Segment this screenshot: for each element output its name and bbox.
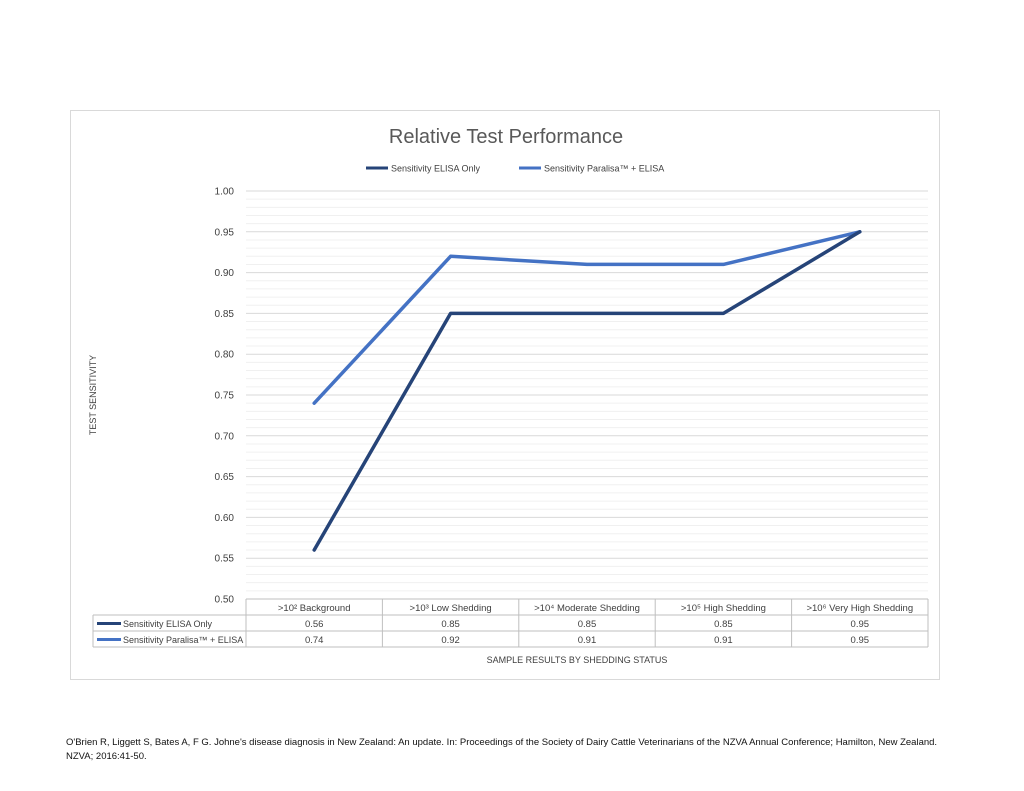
y-tick-label: 0.55 — [215, 554, 235, 565]
y-tick-label: 0.70 — [215, 431, 235, 442]
x-category-label: >10⁴ Moderate Shedding — [534, 603, 640, 614]
x-category-label: >10⁵ High Shedding — [681, 603, 766, 614]
y-tick-label: 0.75 — [215, 391, 235, 402]
table-series-label: Sensitivity Paralisa™ + ELISA — [123, 635, 243, 645]
y-tick-label: 0.95 — [215, 227, 235, 238]
y-tick-label: 0.90 — [215, 268, 235, 279]
x-category-label: >10² Background — [278, 603, 351, 614]
table-value: 0.91 — [578, 635, 597, 646]
table-value: 0.91 — [714, 635, 733, 646]
chart-title: Relative Test Performance — [389, 126, 623, 148]
table-value: 0.85 — [578, 619, 597, 630]
table-value: 0.85 — [714, 619, 733, 630]
table-value: 0.95 — [851, 619, 870, 630]
table-series-label: Sensitivity ELISA Only — [123, 619, 213, 629]
series-line — [312, 230, 862, 405]
x-axis-title: SAMPLE RESULTS BY SHEDDING STATUS — [487, 655, 668, 665]
table-value: 0.85 — [441, 619, 460, 630]
table-value: 0.95 — [851, 635, 870, 646]
y-tick-label: 0.85 — [215, 309, 235, 320]
y-tick-label: 0.80 — [215, 350, 235, 361]
chart-frame: Relative Test Performance Sensitivity ELI… — [70, 110, 940, 680]
legend-label: Sensitivity ELISA Only — [391, 164, 481, 174]
y-tick-label: 0.50 — [215, 595, 235, 606]
table-value: 0.74 — [305, 635, 324, 646]
citation: O'Brien R, Liggett S, Bates A, F G. John… — [66, 737, 938, 762]
y-tick-label: 1.00 — [215, 187, 235, 198]
y-tick-label: 0.60 — [215, 513, 235, 524]
x-category-label: >10⁶ Very High Shedding — [806, 603, 913, 614]
x-category-label: >10³ Low Shedding — [410, 603, 492, 614]
table-value: 0.92 — [441, 635, 460, 646]
series-line — [312, 230, 862, 552]
y-tick-label: 0.65 — [215, 472, 235, 483]
line-chart: Relative Test Performance Sensitivity ELI… — [88, 126, 929, 665]
y-axis-title: TEST SENSITIVITY — [88, 355, 98, 435]
legend-label: Sensitivity Paralisa™ + ELISA — [544, 164, 664, 174]
table-value: 0.56 — [305, 619, 324, 630]
